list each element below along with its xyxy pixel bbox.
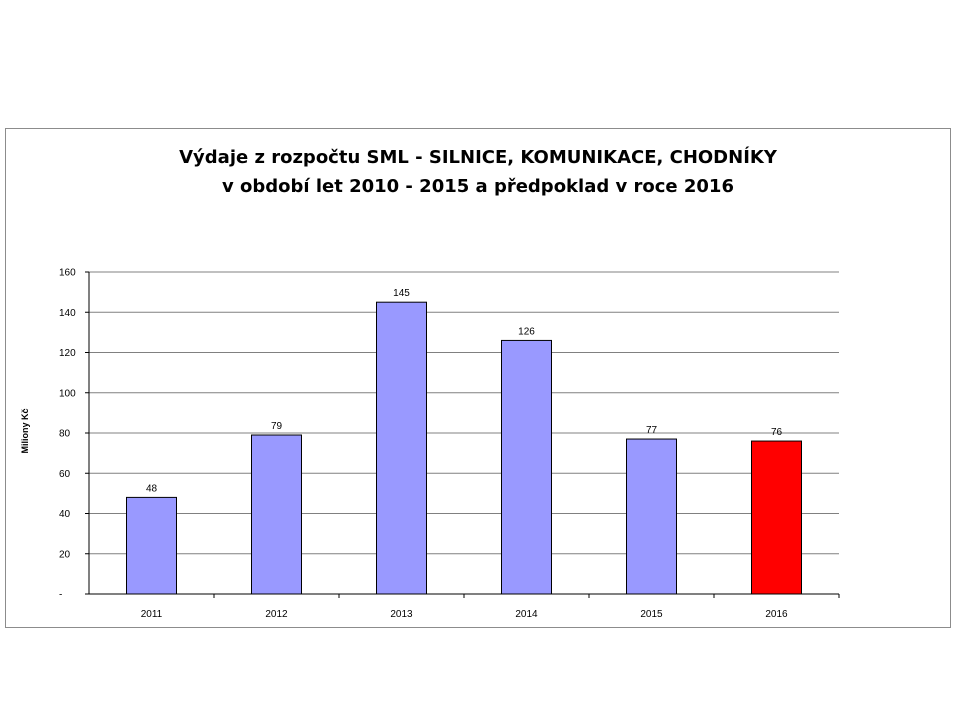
data-label: 126 xyxy=(518,326,535,337)
x-tick-label: 2015 xyxy=(640,609,663,620)
x-tick-label: 2014 xyxy=(515,609,538,620)
x-tick-label: 2011 xyxy=(141,609,163,620)
labels: - 20 40 60 80 100 120 140 160 2011 48 2012 79 2013 145… xyxy=(59,268,788,621)
y-tick-label: 160 xyxy=(59,268,76,279)
chart-title: Výdaje z rozpočtu SML - SILNICE, KOMUNIK… xyxy=(179,147,777,168)
gridlines xyxy=(89,271,839,555)
y-tick-label: - xyxy=(59,590,62,601)
bars xyxy=(126,301,802,595)
y-tick-label: 60 xyxy=(59,469,71,480)
axes xyxy=(85,271,840,598)
y-tick-label: 120 xyxy=(59,348,76,359)
bar-2014 xyxy=(501,339,552,595)
y-tick-label: 140 xyxy=(59,308,76,319)
x-tick-label: 2016 xyxy=(765,609,788,620)
chart-frame: Výdaje z rozpočtu SML - SILNICE, KOMUNIK… xyxy=(5,128,951,628)
chart-title-block: Výdaje z rozpočtu SML - SILNICE, KOMUNIK… xyxy=(6,143,950,201)
x-tick-label: 2012 xyxy=(265,609,288,620)
data-label: 48 xyxy=(146,483,158,494)
y-tick-label: 100 xyxy=(59,388,76,399)
x-tick-label: 2013 xyxy=(390,609,413,620)
bar-2013 xyxy=(376,301,427,595)
data-label: 77 xyxy=(646,425,658,436)
bar-2012 xyxy=(251,434,302,595)
bar-2016 xyxy=(751,440,802,595)
y-tick-label: 40 xyxy=(59,509,71,520)
bar-chart-plot: - 20 40 60 80 100 120 140 160 2011 48 2012 79 2013 145… xyxy=(20,268,840,621)
data-label: 79 xyxy=(271,421,283,432)
y-axis-label: Miliony Kč xyxy=(20,408,30,453)
bar-2011 xyxy=(126,496,177,595)
data-label: 145 xyxy=(393,288,410,299)
y-tick-label: 80 xyxy=(59,429,71,440)
y-tick-label: 20 xyxy=(59,549,71,560)
data-label: 76 xyxy=(771,427,783,438)
bar-2015 xyxy=(626,438,677,595)
chart-subtitle: v období let 2010 - 2015 a předpoklad v … xyxy=(222,176,734,197)
